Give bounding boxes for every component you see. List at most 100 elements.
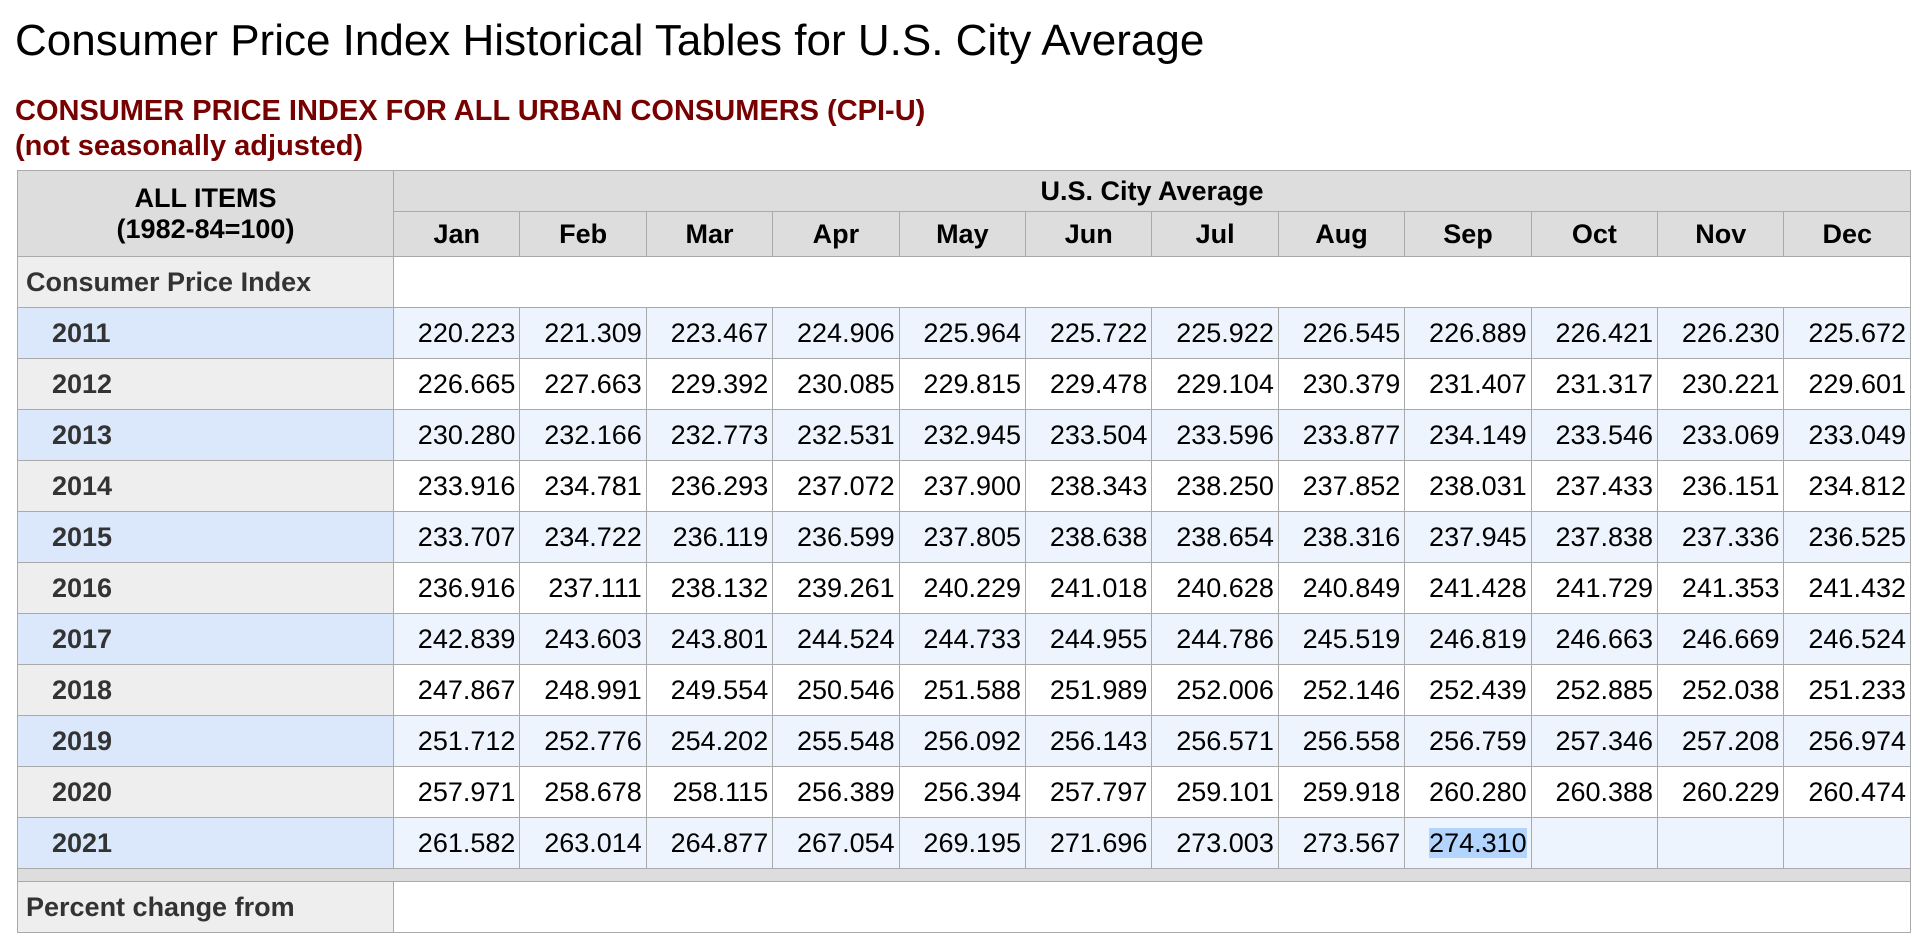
value-cell: 236.525 xyxy=(1783,511,1911,563)
value-cell: 225.922 xyxy=(1151,307,1279,359)
value: 237.433 xyxy=(1555,470,1654,501)
value-cell: 237.072 xyxy=(772,460,900,512)
value: 233.707 xyxy=(417,521,516,552)
value: 241.432 xyxy=(1808,572,1906,603)
value: 258.678 xyxy=(544,776,642,807)
value: 234.781 xyxy=(544,470,642,501)
value: 238.031 xyxy=(1429,470,1527,501)
value: 237.111 xyxy=(548,572,642,603)
value-cell: 256.571 xyxy=(1151,715,1279,767)
value: 220.223 xyxy=(417,317,516,348)
value: 229.104 xyxy=(1176,368,1274,399)
value-cell: 226.230 xyxy=(1657,307,1785,359)
value: 238.638 xyxy=(1049,521,1148,552)
value-cell: 244.955 xyxy=(1025,613,1153,665)
value-cell: 226.421 xyxy=(1530,307,1659,359)
year-label: 2017 xyxy=(17,613,394,665)
value-cell: 233.877 xyxy=(1277,409,1406,461)
value-cell: 229.104 xyxy=(1151,358,1279,410)
value-cell: 234.781 xyxy=(519,460,647,512)
section-label: Percent change from xyxy=(17,881,394,933)
value-cell: 256.974 xyxy=(1783,715,1911,767)
value: 238.132 xyxy=(670,572,769,603)
value: 233.546 xyxy=(1555,419,1654,450)
value: 231.407 xyxy=(1429,368,1527,399)
value: 243.603 xyxy=(544,623,642,654)
value: 237.805 xyxy=(923,521,1022,552)
value: 223.467 xyxy=(670,317,769,348)
value: 236.119 xyxy=(672,521,769,552)
value-cell: 234.149 xyxy=(1404,409,1532,461)
value-cell: 252.776 xyxy=(519,715,647,767)
value: 229.601 xyxy=(1808,368,1906,399)
year-label: 2019 xyxy=(17,715,394,767)
value: 238.343 xyxy=(1049,470,1148,501)
value: 242.839 xyxy=(417,623,516,654)
value-cell: 221.309 xyxy=(519,307,647,359)
value-cell: 260.474 xyxy=(1783,766,1911,818)
value: 246.669 xyxy=(1681,623,1780,654)
value-cell: 232.773 xyxy=(645,409,774,461)
value-cell: 256.389 xyxy=(772,766,900,818)
value: 264.877 xyxy=(670,827,769,858)
year-row: 2015 233.707 234.722 236.119 236.599 237.805 2… xyxy=(17,511,1911,563)
value: 260.280 xyxy=(1429,776,1527,807)
value: 259.918 xyxy=(1302,776,1401,807)
value-cell: 229.392 xyxy=(645,358,774,410)
value-cell: 240.229 xyxy=(898,562,1027,614)
value: 240.849 xyxy=(1302,572,1401,603)
value: 237.945 xyxy=(1429,521,1527,552)
month-header: Aug xyxy=(1277,211,1406,257)
value: 247.867 xyxy=(417,674,516,705)
year-label: 2012 xyxy=(17,358,394,410)
value-cell: 237.336 xyxy=(1657,511,1785,563)
value-cell: 241.353 xyxy=(1657,562,1785,614)
value-cell: 233.916 xyxy=(392,460,521,512)
corner-header: ALL ITEMS (1982-84=100) xyxy=(17,170,394,257)
value: 256.759 xyxy=(1429,725,1527,756)
value-cell: 225.722 xyxy=(1025,307,1153,359)
value: 226.665 xyxy=(417,368,516,399)
value-cell: 259.101 xyxy=(1151,766,1279,818)
value-cell: 256.092 xyxy=(898,715,1027,767)
value: 226.889 xyxy=(1429,317,1527,348)
value-cell: 238.343 xyxy=(1025,460,1153,512)
value: 263.014 xyxy=(544,827,642,858)
year-label: 2014 xyxy=(17,460,394,512)
month-header: Nov xyxy=(1657,211,1785,257)
value: 230.085 xyxy=(797,368,895,399)
value-cell: 256.558 xyxy=(1277,715,1406,767)
value: 246.524 xyxy=(1808,623,1906,654)
year-row: 2021 261.582 263.014 264.877 267.054 269.195 2… xyxy=(17,817,1911,869)
value: 273.567 xyxy=(1302,827,1401,858)
value-cell: 243.603 xyxy=(519,613,647,665)
value-cell: 251.588 xyxy=(898,664,1027,716)
year-label: 2018 xyxy=(17,664,394,716)
value: 233.049 xyxy=(1808,419,1906,450)
value: 244.786 xyxy=(1176,623,1274,654)
value: 241.729 xyxy=(1555,572,1654,603)
value-cell: 230.085 xyxy=(772,358,900,410)
value: 260.388 xyxy=(1555,776,1654,807)
month-header: Jul xyxy=(1151,211,1279,257)
value: 226.230 xyxy=(1681,317,1780,348)
value: 267.054 xyxy=(797,827,895,858)
value: 248.991 xyxy=(544,674,642,705)
value-cell: 248.991 xyxy=(519,664,647,716)
value-cell: 264.877 xyxy=(645,817,774,869)
value: 236.916 xyxy=(417,572,516,603)
value-cell: 261.582 xyxy=(392,817,521,869)
value: 260.474 xyxy=(1808,776,1906,807)
value: 251.989 xyxy=(1049,674,1148,705)
value: 231.317 xyxy=(1555,368,1654,399)
value-cell: 241.432 xyxy=(1783,562,1911,614)
year-row: 2011 220.223 221.309 223.467 224.906 225.964 2… xyxy=(17,307,1911,359)
value: 259.101 xyxy=(1176,776,1274,807)
subtitle: (not seasonally adjusted) xyxy=(15,130,364,162)
spacer xyxy=(17,868,1911,882)
value: 227.663 xyxy=(544,368,642,399)
value-cell: 251.712 xyxy=(392,715,521,767)
value-cell: 249.554 xyxy=(645,664,774,716)
value-cell: 232.945 xyxy=(898,409,1027,461)
